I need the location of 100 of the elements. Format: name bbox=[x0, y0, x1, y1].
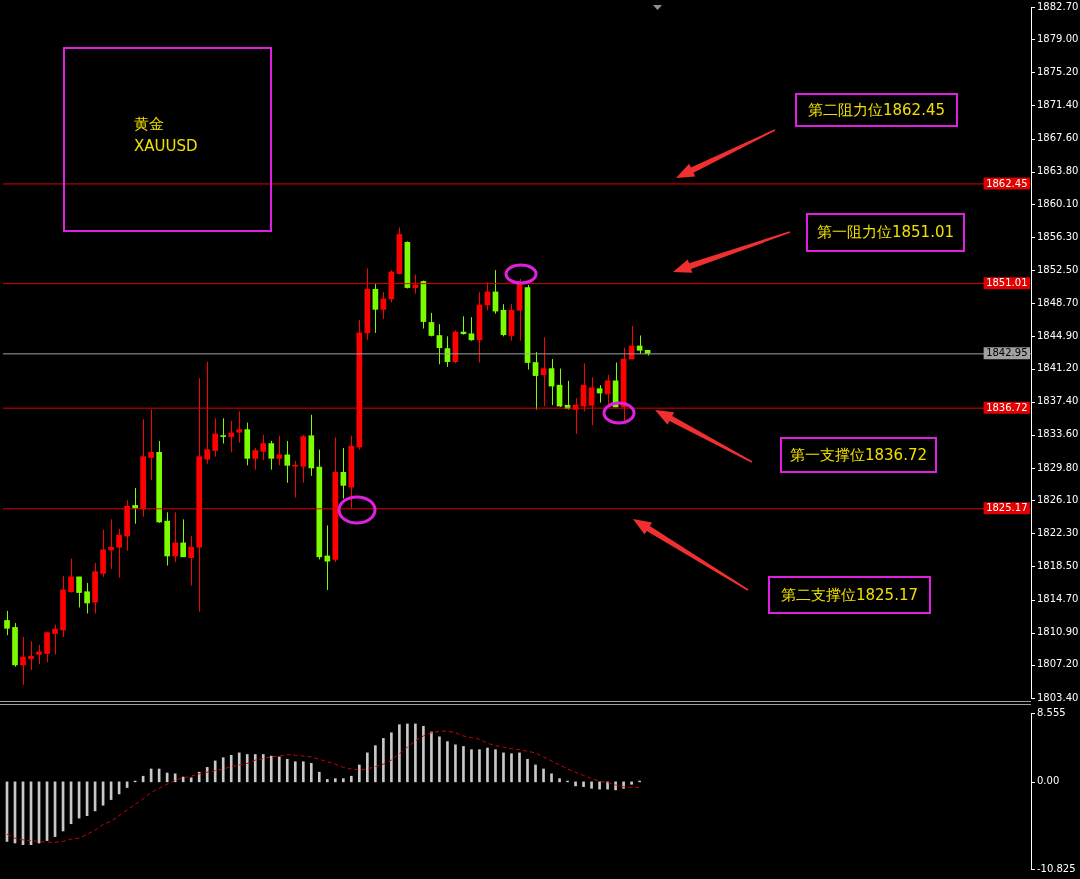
bar bbox=[486, 747, 489, 783]
y-tick-label: 1882.70 bbox=[1037, 0, 1079, 12]
candlestick bbox=[180, 518, 187, 558]
y-tick-label: 1803.40 bbox=[1037, 691, 1079, 703]
y-tick-label: 1833.60 bbox=[1037, 428, 1079, 440]
bar bbox=[237, 752, 241, 783]
bar bbox=[478, 749, 481, 783]
y-tick-label: 1871.40 bbox=[1037, 99, 1079, 111]
y-tick-label: 1879.00 bbox=[1037, 32, 1079, 44]
bar bbox=[470, 749, 473, 783]
ref-line-label: 1851.01 bbox=[986, 277, 1028, 289]
candlestick bbox=[284, 440, 291, 484]
bar bbox=[558, 778, 561, 783]
candlestick bbox=[468, 316, 475, 342]
bar bbox=[358, 764, 361, 783]
candlestick bbox=[148, 409, 154, 481]
y-tick-label: 1848.70 bbox=[1037, 296, 1079, 308]
candlestick bbox=[268, 440, 275, 471]
candlestick bbox=[36, 644, 42, 665]
bar bbox=[574, 781, 577, 787]
candlestick bbox=[108, 518, 114, 570]
bar bbox=[550, 773, 553, 783]
y-tick-label: 1822.30 bbox=[1037, 526, 1079, 538]
candlestick bbox=[52, 624, 58, 655]
candlestick bbox=[204, 361, 211, 465]
bar bbox=[526, 759, 529, 783]
y-tick-label: 1875.20 bbox=[1037, 65, 1079, 77]
bar bbox=[630, 781, 633, 785]
annotation: 第一支撑位1836.72 bbox=[780, 437, 937, 473]
bar bbox=[606, 781, 609, 790]
candlestick bbox=[276, 435, 283, 466]
y-tick-label: 1810.90 bbox=[1037, 626, 1079, 638]
bar bbox=[422, 725, 425, 783]
bar bbox=[229, 754, 233, 783]
bar bbox=[342, 778, 345, 783]
bar bbox=[582, 781, 585, 788]
candlestick bbox=[4, 610, 10, 636]
bar bbox=[430, 731, 433, 783]
candlestick bbox=[212, 417, 219, 458]
y-tick-label: -10.825 bbox=[1037, 862, 1076, 874]
bar bbox=[454, 744, 457, 783]
candlestick bbox=[532, 351, 539, 411]
y-tick-label: 1818.50 bbox=[1037, 560, 1079, 572]
y-tick-label: 1844.90 bbox=[1037, 329, 1079, 341]
candlestick bbox=[28, 640, 34, 671]
y-tick-label: 1814.70 bbox=[1037, 593, 1079, 605]
annotation: 第二阻力位1862.45 bbox=[795, 93, 958, 127]
bar bbox=[309, 763, 313, 783]
bar bbox=[221, 757, 225, 783]
bar bbox=[382, 738, 385, 783]
y-tick-label: 1841.20 bbox=[1037, 362, 1079, 374]
bar bbox=[534, 764, 537, 783]
candlestick bbox=[188, 535, 195, 587]
bar bbox=[462, 746, 465, 783]
bar bbox=[374, 745, 377, 783]
bar bbox=[350, 775, 353, 783]
ref-line-label: 1862.45 bbox=[986, 177, 1028, 189]
ref-line-label: 1825.17 bbox=[986, 502, 1028, 514]
text: 黄金 bbox=[134, 115, 164, 134]
candlestick bbox=[260, 434, 267, 461]
y-tick-label: 1867.60 bbox=[1037, 132, 1079, 144]
candlestick bbox=[44, 631, 50, 663]
y-tick-label: 1837.40 bbox=[1037, 395, 1079, 407]
candlestick bbox=[220, 417, 227, 445]
bar bbox=[277, 756, 281, 783]
bar bbox=[494, 749, 497, 783]
bar bbox=[542, 768, 545, 783]
candlestick bbox=[20, 636, 26, 686]
y-tick-label: 1852.50 bbox=[1037, 263, 1079, 275]
candlestick bbox=[604, 374, 611, 406]
bar bbox=[189, 777, 193, 783]
bar bbox=[325, 779, 329, 783]
bar bbox=[438, 736, 441, 783]
annotation: 第二支撑位1825.17 bbox=[768, 576, 931, 614]
bar bbox=[245, 754, 249, 783]
candlestick bbox=[172, 511, 178, 563]
y-tick-label: 1863.80 bbox=[1037, 165, 1079, 177]
y-tick-label: 8.555 bbox=[1037, 706, 1066, 718]
bar bbox=[590, 781, 593, 789]
candlestick bbox=[372, 283, 379, 334]
candlestick bbox=[132, 487, 138, 525]
bar bbox=[414, 723, 417, 783]
bar bbox=[269, 755, 273, 783]
y-tick-label: 0.00 bbox=[1037, 775, 1060, 787]
candlestick bbox=[340, 447, 347, 499]
bar bbox=[406, 723, 409, 783]
bar bbox=[181, 776, 185, 783]
bar bbox=[598, 781, 601, 790]
bar bbox=[261, 754, 265, 783]
bar bbox=[317, 771, 321, 783]
candlestick bbox=[588, 376, 595, 426]
y-tick-label: 1860.10 bbox=[1037, 197, 1079, 209]
y-tick-label: 1856.30 bbox=[1037, 230, 1079, 242]
bar bbox=[293, 761, 297, 783]
line-series bbox=[6, 730, 641, 843]
candlestick bbox=[116, 528, 122, 579]
candlestick bbox=[236, 410, 243, 444]
bar bbox=[518, 752, 521, 783]
bar bbox=[301, 761, 305, 783]
bar bbox=[285, 759, 289, 783]
